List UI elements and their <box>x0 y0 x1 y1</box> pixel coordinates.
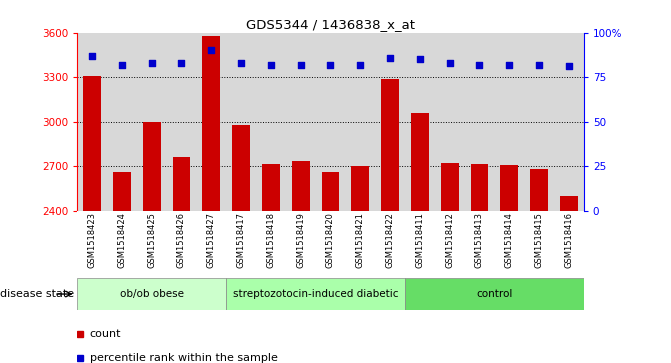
Bar <box>113 172 131 211</box>
Bar <box>83 76 101 211</box>
Point <box>295 62 306 68</box>
Point <box>87 53 97 59</box>
Bar <box>203 36 220 211</box>
Bar <box>352 166 369 211</box>
Point <box>504 62 515 68</box>
Text: control: control <box>476 289 513 299</box>
Bar <box>262 164 280 211</box>
Point <box>415 56 425 62</box>
Point <box>533 62 544 68</box>
Point <box>355 62 366 68</box>
Bar <box>292 161 309 211</box>
Bar <box>530 169 548 211</box>
Point <box>564 64 574 69</box>
Point <box>117 62 127 68</box>
Text: streptozotocin-induced diabetic: streptozotocin-induced diabetic <box>233 289 399 299</box>
Point <box>206 48 217 53</box>
Bar <box>321 172 340 211</box>
Point <box>146 60 157 66</box>
Point <box>176 60 187 66</box>
Bar <box>405 278 584 310</box>
Text: percentile rank within the sample: percentile rank within the sample <box>90 354 278 363</box>
Bar <box>560 196 578 211</box>
Point <box>474 62 485 68</box>
Point <box>236 60 246 66</box>
Bar <box>77 278 226 310</box>
Bar <box>470 164 488 211</box>
Bar <box>501 164 518 211</box>
Title: GDS5344 / 1436838_x_at: GDS5344 / 1436838_x_at <box>246 19 415 32</box>
Bar <box>172 157 191 211</box>
Bar <box>381 79 399 211</box>
Text: ob/ob obese: ob/ob obese <box>119 289 184 299</box>
Text: count: count <box>90 329 121 339</box>
Point <box>384 55 395 61</box>
Bar <box>232 125 250 211</box>
Bar <box>143 122 160 211</box>
Bar <box>226 278 405 310</box>
Point <box>266 62 276 68</box>
Point <box>325 62 336 68</box>
Text: disease state: disease state <box>0 289 74 299</box>
Bar <box>441 163 458 211</box>
Point <box>444 60 455 66</box>
Bar <box>411 113 429 211</box>
